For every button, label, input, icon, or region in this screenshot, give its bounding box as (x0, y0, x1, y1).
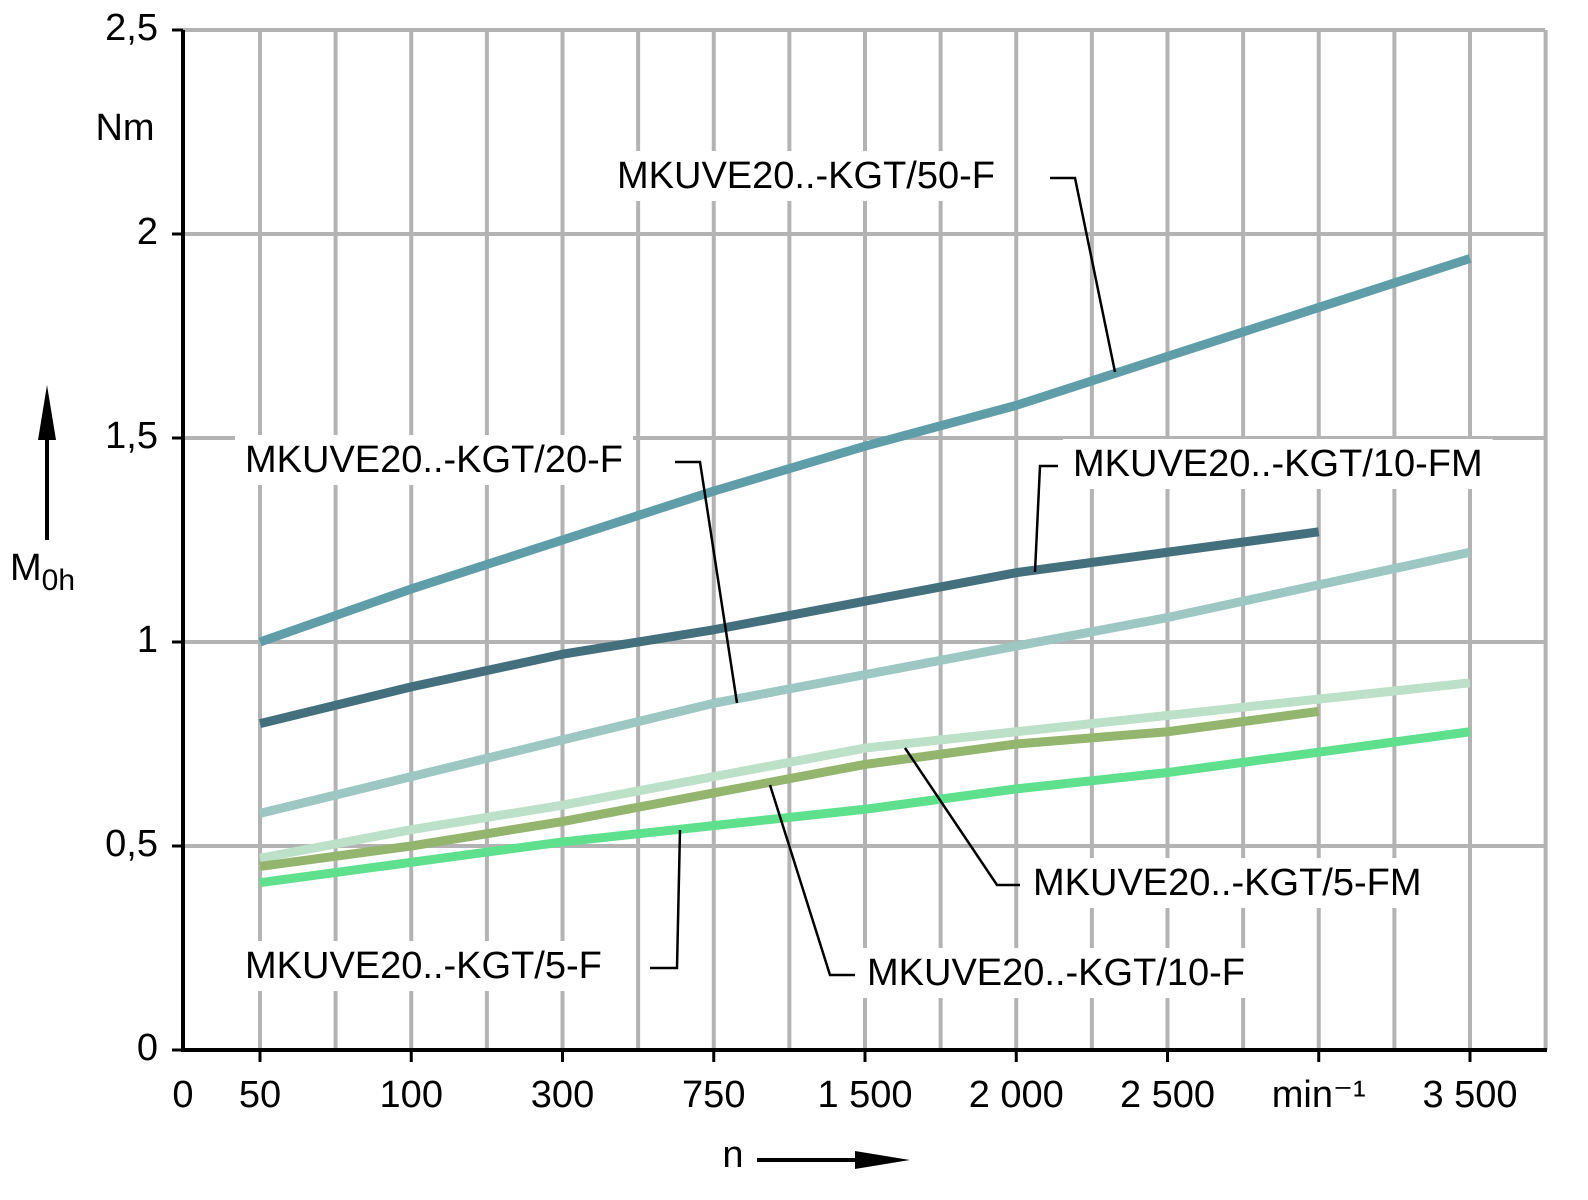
x-unit: min⁻¹ (1272, 1074, 1366, 1116)
x-tick-label: 2 000 (969, 1074, 1064, 1116)
label-bg (857, 948, 1255, 999)
x-tick-label: 1 500 (817, 1074, 912, 1116)
x-origin-label: 0 (172, 1074, 193, 1116)
x-tick-label: 100 (380, 1074, 443, 1116)
series-line (258, 254, 1472, 647)
leader-line (1033, 464, 1058, 573)
leader-line (768, 784, 855, 977)
series-label: MKUVE20..-KGT/10-F (867, 952, 1245, 994)
series-label: MKUVE20..-KGT/20-F (245, 439, 623, 481)
leader-line (903, 747, 1020, 887)
leader-line (1050, 176, 1117, 373)
x-tick-label: 3 500 (1422, 1074, 1517, 1116)
x-tick-label: 2 500 (1120, 1074, 1215, 1116)
series-line (258, 547, 1471, 818)
y-arrow-head (38, 385, 56, 440)
y-tick-label: 1,5 (105, 415, 158, 457)
series-line (259, 678, 1471, 863)
y-label-sub: 0h (42, 564, 75, 597)
y-tick-label: 1 (137, 619, 158, 661)
series-line (259, 706, 1320, 871)
series-label: MKUVE20..-KGT/50-F (617, 155, 995, 197)
series-line (259, 727, 1471, 888)
lines (258, 254, 1472, 888)
label-bg (607, 151, 1005, 202)
y-label-main: M (10, 547, 42, 589)
series-label: MKUVE20..-KGT/5-F (245, 945, 602, 987)
labels: MKUVE20..-KGT/50-F MKUVE20..-KGT/10-FM MKU… (235, 151, 1493, 999)
y-tick-label: 2 (137, 211, 158, 253)
x-arrow-head (855, 1151, 910, 1169)
x-tick-label: 750 (682, 1074, 745, 1116)
x-tick-label: 50 (239, 1074, 281, 1116)
leader-line (675, 460, 739, 704)
y-tick-label: 0,5 (105, 823, 158, 865)
y-label: M0h (10, 547, 75, 597)
label-bg (1023, 858, 1432, 909)
label-bg (235, 435, 633, 486)
y-tick-label: 2,5 (105, 7, 158, 49)
x-tick-label: 300 (531, 1074, 594, 1116)
series-label: MKUVE20..-KGT/10-FM (1073, 443, 1483, 485)
y-tick-label: 0 (137, 1027, 158, 1069)
label-bg (235, 941, 612, 992)
y-unit: Nm (95, 107, 154, 149)
series-label: MKUVE20..-KGT/5-FM (1033, 862, 1422, 904)
label-bg (1063, 439, 1493, 490)
x-label: n (722, 1134, 743, 1176)
series-line (258, 527, 1320, 728)
leader-line (650, 829, 682, 970)
